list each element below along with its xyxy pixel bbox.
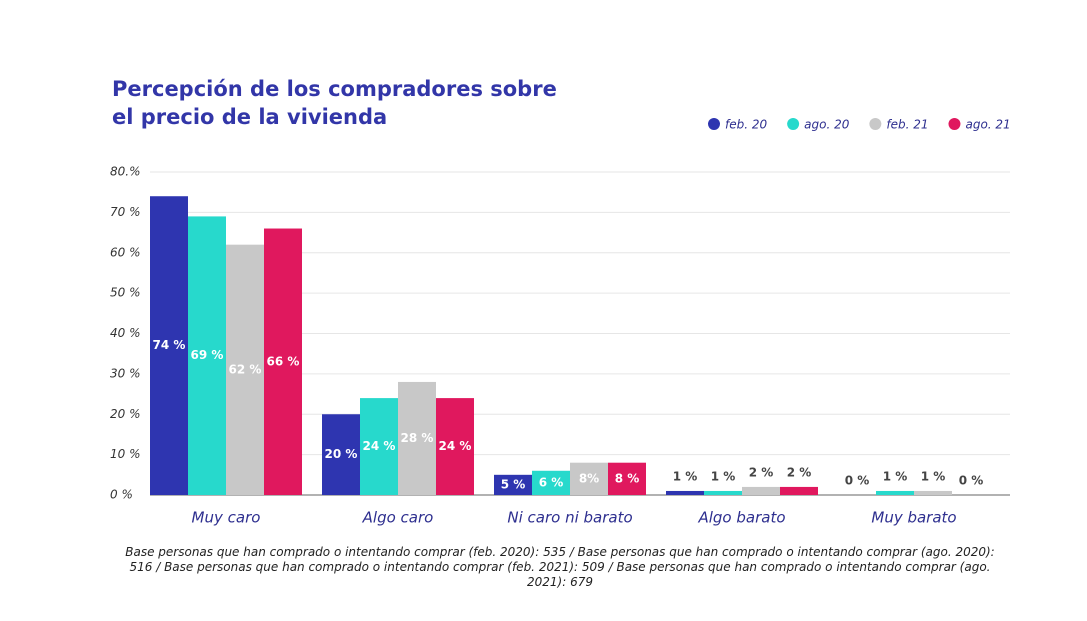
bar <box>436 398 474 495</box>
value-label: 5 % <box>501 477 526 491</box>
y-tick-label: 60 % <box>110 245 141 259</box>
y-tick-label: 0 % <box>110 488 133 502</box>
bar <box>264 228 302 495</box>
y-tick-label: 40 % <box>110 326 141 340</box>
y-tick-label: 50 % <box>110 286 141 300</box>
value-label: 28 % <box>401 431 434 445</box>
value-label: 0 % <box>845 474 870 488</box>
bar <box>150 196 188 495</box>
value-label: 8 % <box>615 471 640 485</box>
legend-marker <box>708 118 720 130</box>
x-tick-label: Muy barato <box>871 509 956 527</box>
value-label: 24 % <box>439 439 472 453</box>
legend-marker <box>869 118 882 130</box>
x-tick-label: Ni caro ni barato <box>507 509 632 527</box>
value-label: 1 % <box>673 469 698 483</box>
value-label: 2 % <box>749 465 774 479</box>
chart-title: el precio de la vivienda <box>112 105 387 129</box>
legend-label: ago. 20 <box>804 118 850 132</box>
bar <box>226 244 264 495</box>
value-label: 1 % <box>711 469 736 483</box>
legend-label: ago. 21 <box>965 118 1010 132</box>
bar <box>494 474 532 495</box>
bar <box>742 486 780 495</box>
legend-marker <box>948 118 961 130</box>
value-label: 1 % <box>921 469 946 483</box>
bar <box>608 462 646 495</box>
bar <box>876 490 914 495</box>
bar <box>666 490 704 495</box>
bar <box>914 490 952 495</box>
value-label: 62 % <box>229 362 262 376</box>
x-tick-label: Algo caro <box>362 509 434 527</box>
x-tick-label: Muy caro <box>192 509 261 527</box>
value-label: 69 % <box>191 348 224 362</box>
bar <box>360 398 398 495</box>
legend-label: feb. 20 <box>725 118 767 132</box>
bar <box>780 486 818 495</box>
value-label: 74 % <box>153 338 186 352</box>
value-label: 8% <box>579 471 599 485</box>
bar <box>704 490 742 495</box>
legend-label: feb. 21 <box>886 118 928 132</box>
bar <box>398 381 436 495</box>
bar <box>188 216 226 495</box>
footnote: Base personas que han comprado o intenta… <box>125 545 995 589</box>
bar <box>322 414 360 495</box>
value-label: 66 % <box>267 354 300 368</box>
y-tick-label: 20 % <box>110 407 141 421</box>
bar <box>532 470 570 495</box>
y-tick-label: 10 % <box>110 447 141 461</box>
x-tick-label: Algo barato <box>697 509 785 527</box>
legend-marker <box>787 118 800 130</box>
value-label: 0 % <box>959 474 984 488</box>
value-label: 2 % <box>787 465 812 479</box>
value-label: 20 % <box>325 447 358 461</box>
value-label: 1 % <box>883 469 908 483</box>
bar <box>570 462 608 495</box>
y-tick-label: 70 % <box>110 205 141 219</box>
value-label: 24 % <box>363 439 396 453</box>
chart-title: Percepción de los compradores sobre <box>112 77 557 101</box>
y-tick-label: 80.% <box>110 165 141 179</box>
value-label: 6 % <box>539 475 564 489</box>
y-tick-label: 30 % <box>110 366 141 380</box>
